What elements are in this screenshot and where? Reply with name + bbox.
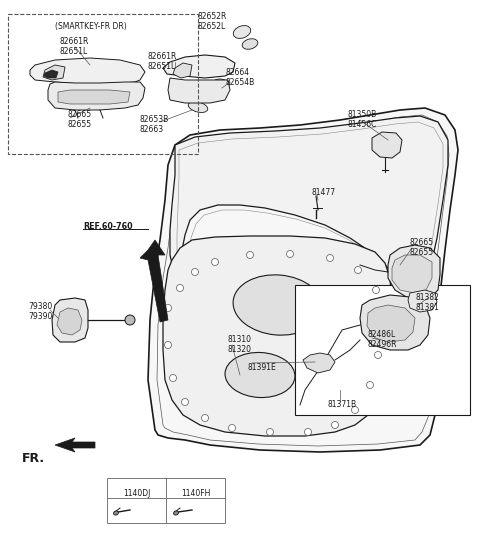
Text: 81391E: 81391E — [248, 363, 277, 372]
Ellipse shape — [174, 511, 179, 515]
Circle shape — [367, 381, 373, 389]
Circle shape — [165, 305, 171, 311]
Text: 82652R
82652L: 82652R 82652L — [198, 12, 228, 31]
Polygon shape — [48, 82, 145, 110]
Polygon shape — [148, 108, 458, 452]
Circle shape — [304, 429, 312, 435]
Circle shape — [177, 285, 183, 291]
Polygon shape — [168, 78, 230, 103]
Text: 81371B: 81371B — [328, 400, 357, 409]
Circle shape — [351, 406, 359, 414]
Ellipse shape — [188, 102, 208, 112]
Circle shape — [287, 251, 293, 257]
Text: 82665
82655: 82665 82655 — [67, 110, 91, 130]
Polygon shape — [303, 353, 335, 373]
Ellipse shape — [242, 39, 258, 49]
Text: 82661R
82651L: 82661R 82651L — [60, 37, 89, 56]
Circle shape — [169, 375, 177, 381]
Polygon shape — [163, 236, 392, 436]
Text: 82664
82654B: 82664 82654B — [225, 68, 254, 87]
Text: 79380
79390: 79380 79390 — [28, 302, 52, 321]
Circle shape — [355, 266, 361, 274]
Polygon shape — [372, 132, 402, 158]
Text: REF.60-760: REF.60-760 — [83, 222, 132, 231]
Circle shape — [181, 399, 189, 405]
Polygon shape — [52, 298, 88, 342]
Text: 1140DJ: 1140DJ — [123, 489, 151, 498]
Circle shape — [192, 269, 199, 276]
Polygon shape — [57, 308, 82, 335]
Circle shape — [332, 421, 338, 429]
Text: FR.: FR. — [22, 452, 45, 465]
Polygon shape — [44, 70, 58, 78]
Text: 82665
82655: 82665 82655 — [410, 238, 434, 257]
Circle shape — [212, 259, 218, 266]
Ellipse shape — [233, 275, 323, 335]
Circle shape — [372, 286, 380, 294]
Ellipse shape — [233, 26, 251, 38]
Polygon shape — [392, 255, 432, 293]
Text: 81382
81381: 81382 81381 — [415, 293, 439, 312]
Polygon shape — [58, 90, 130, 104]
Ellipse shape — [225, 353, 295, 398]
Text: 82661R
82651L: 82661R 82651L — [148, 52, 178, 71]
Text: 82486L
82496R: 82486L 82496R — [368, 330, 397, 349]
Polygon shape — [173, 63, 192, 78]
Polygon shape — [163, 55, 235, 78]
Ellipse shape — [211, 79, 229, 91]
Text: 82653B
82663: 82653B 82663 — [140, 115, 169, 135]
Polygon shape — [30, 58, 145, 84]
Polygon shape — [408, 290, 437, 312]
Bar — [295, 285, 470, 415]
Circle shape — [247, 251, 253, 259]
Circle shape — [228, 424, 236, 431]
Text: 81310
81320: 81310 81320 — [228, 335, 252, 354]
Polygon shape — [43, 65, 65, 80]
Text: 81350B
81456C: 81350B 81456C — [348, 110, 377, 130]
Circle shape — [379, 316, 385, 324]
Polygon shape — [170, 116, 448, 280]
Bar — [107, 478, 225, 523]
Ellipse shape — [114, 511, 119, 515]
Polygon shape — [367, 305, 415, 342]
Polygon shape — [388, 245, 440, 300]
Polygon shape — [140, 240, 168, 322]
Text: (SMARTKEY-FR DR): (SMARTKEY-FR DR) — [55, 22, 127, 31]
Circle shape — [125, 315, 135, 325]
Text: 81477: 81477 — [312, 188, 336, 197]
Polygon shape — [360, 295, 430, 350]
Polygon shape — [55, 438, 95, 452]
Circle shape — [165, 341, 171, 349]
Text: 1140FH: 1140FH — [181, 489, 211, 498]
Circle shape — [266, 429, 274, 435]
Circle shape — [326, 255, 334, 261]
Circle shape — [374, 351, 382, 359]
Bar — [8, 14, 198, 154]
Circle shape — [202, 415, 208, 421]
